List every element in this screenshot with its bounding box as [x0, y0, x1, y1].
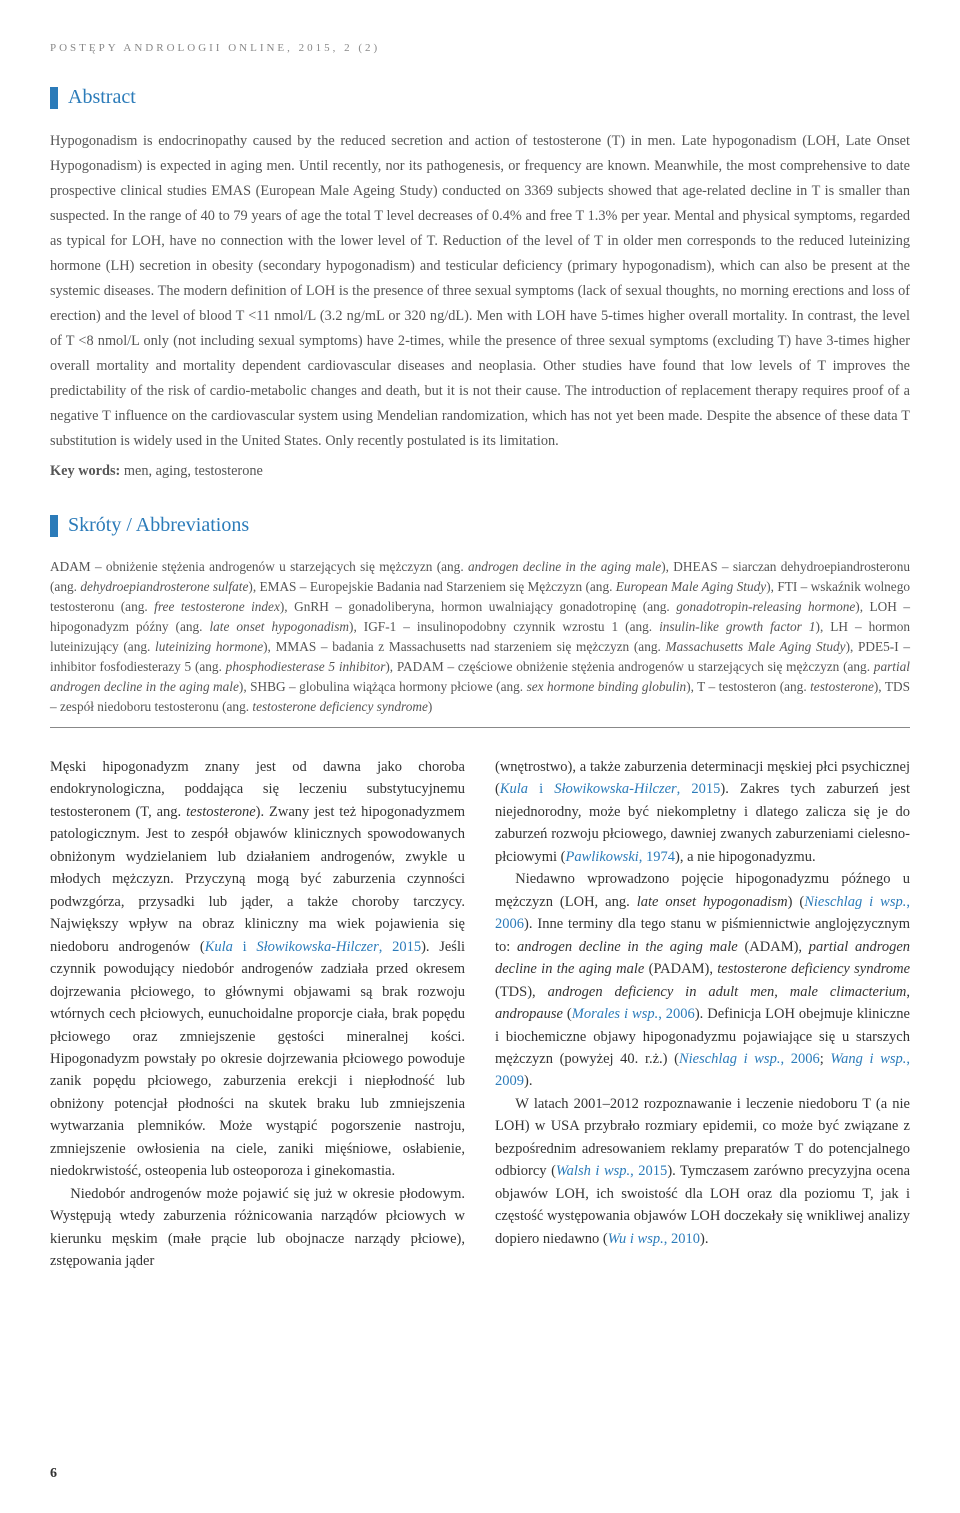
section-divider [50, 727, 910, 728]
section-bar-icon [50, 87, 58, 109]
page-number: 6 [50, 1463, 57, 1485]
body-columns: Męski hipogonadyzm znany jest od dawna j… [50, 756, 910, 1273]
keywords-value: men, aging, testosterone [124, 463, 263, 479]
right-column: (wnętrostwo), a także zaburzenia determi… [495, 756, 910, 1273]
section-bar-icon [50, 515, 58, 537]
abstract-title: Abstract [68, 82, 136, 113]
abstract-heading: Abstract [50, 82, 910, 113]
abstract-keywords: Key words: men, aging, testosterone [50, 460, 910, 482]
journal-header: POSTĘPY ANDROLOGII ONLINE, 2015, 2 (2) [50, 40, 910, 57]
body-paragraph: (wnętrostwo), a także zaburzenia determi… [495, 756, 910, 868]
keywords-label: Key words: [50, 463, 120, 479]
abbreviations-title: Skróty / Abbreviations [68, 510, 249, 541]
abstract-body: Hypogonadism is endocrinopathy caused by… [50, 129, 910, 454]
abbreviations-heading: Skróty / Abbreviations [50, 510, 910, 541]
body-paragraph: Męski hipogonadyzm znany jest od dawna j… [50, 756, 465, 1183]
body-paragraph: W latach 2001–2012 rozpoznawanie i lecze… [495, 1093, 910, 1250]
left-column: Męski hipogonadyzm znany jest od dawna j… [50, 756, 465, 1273]
body-paragraph: Niedobór androgenów może pojawić się już… [50, 1183, 465, 1273]
body-paragraph: Niedawno wprowadzono pojęcie hipogonadyz… [495, 868, 910, 1093]
abbreviations-body: ADAM – obniżenie stężenia androgenów u s… [50, 557, 910, 717]
